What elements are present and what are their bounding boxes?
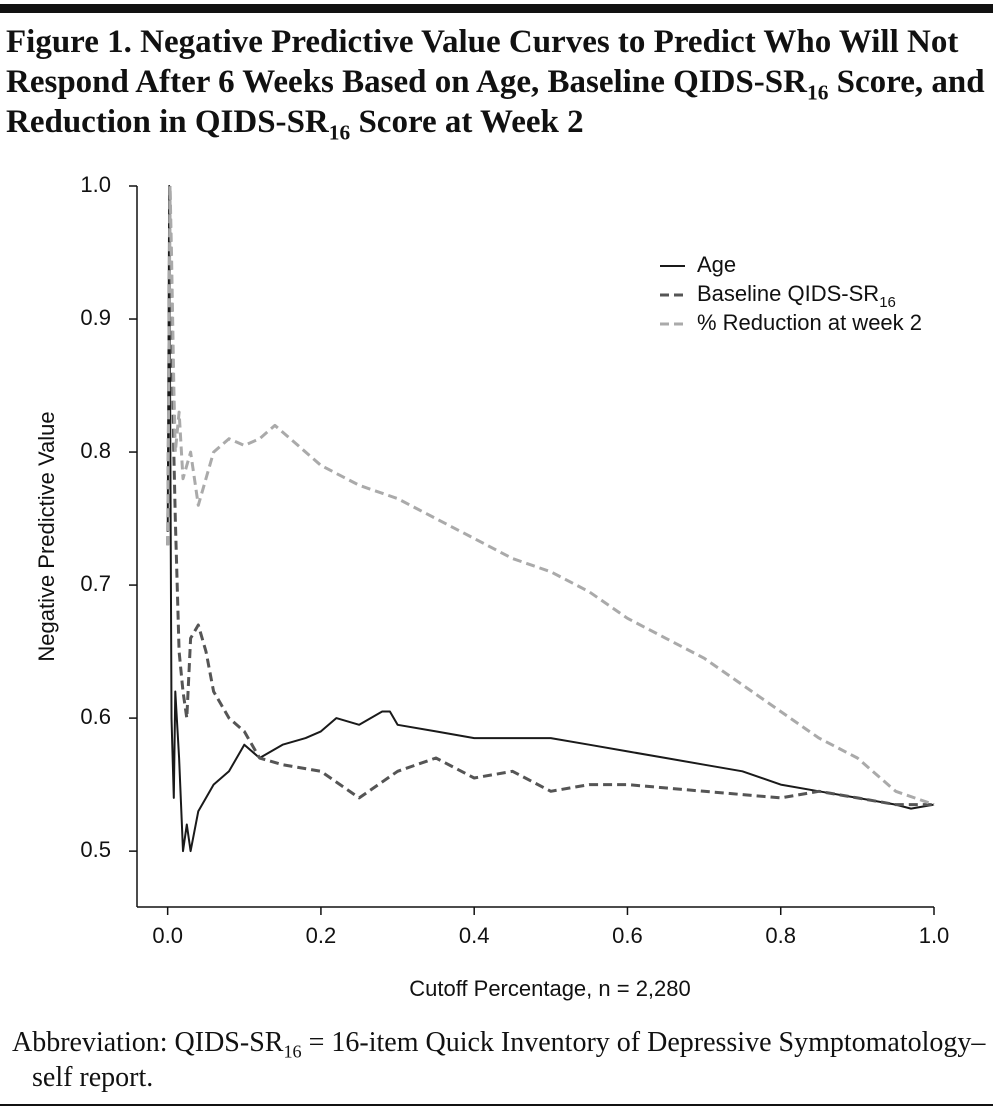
bottom-rule: [0, 1104, 993, 1106]
x-tick-label: 0.6: [612, 923, 643, 948]
y-tick-label: 0.6: [80, 704, 111, 729]
legend-label: % Reduction at week 2: [697, 310, 922, 335]
y-tick-label: 0.9: [80, 305, 111, 330]
top-rule: [0, 4, 993, 13]
y-tick-label: 1.0: [80, 172, 111, 197]
series-line: [166, 184, 934, 807]
series-line: [166, 184, 935, 807]
x-tick-label: 0.4: [459, 923, 490, 948]
series-line: [166, 185, 935, 853]
y-tick-label: 0.5: [80, 837, 111, 862]
figure-title: Figure 1. Negative Predictive Value Curv…: [6, 24, 985, 145]
x-tick-label: 0.0: [152, 923, 183, 948]
x-tick-label: 1.0: [919, 923, 950, 948]
chart: 0.5 0.6 0.7 0.8 0.9 1.0 0.0 0.2 0.4 0.6 0.8 1.0 Cuto…: [34, 172, 950, 1001]
x-tick-label: 0.2: [306, 923, 337, 948]
footnote: Abbreviation: QIDS-SR16 = 16-item Quick …: [12, 1027, 986, 1093]
y-axis-label: Negative Predictive Value: [34, 411, 59, 661]
x-tick-label: 0.8: [765, 923, 796, 948]
y-tick-label: 0.8: [80, 438, 111, 463]
y-tick-label: 0.7: [80, 571, 111, 596]
x-axis-label: Cutoff Percentage, n = 2,280: [409, 976, 691, 1001]
legend-label: Age: [697, 252, 736, 277]
legend-label: Baseline QIDS-SR16: [697, 281, 896, 312]
